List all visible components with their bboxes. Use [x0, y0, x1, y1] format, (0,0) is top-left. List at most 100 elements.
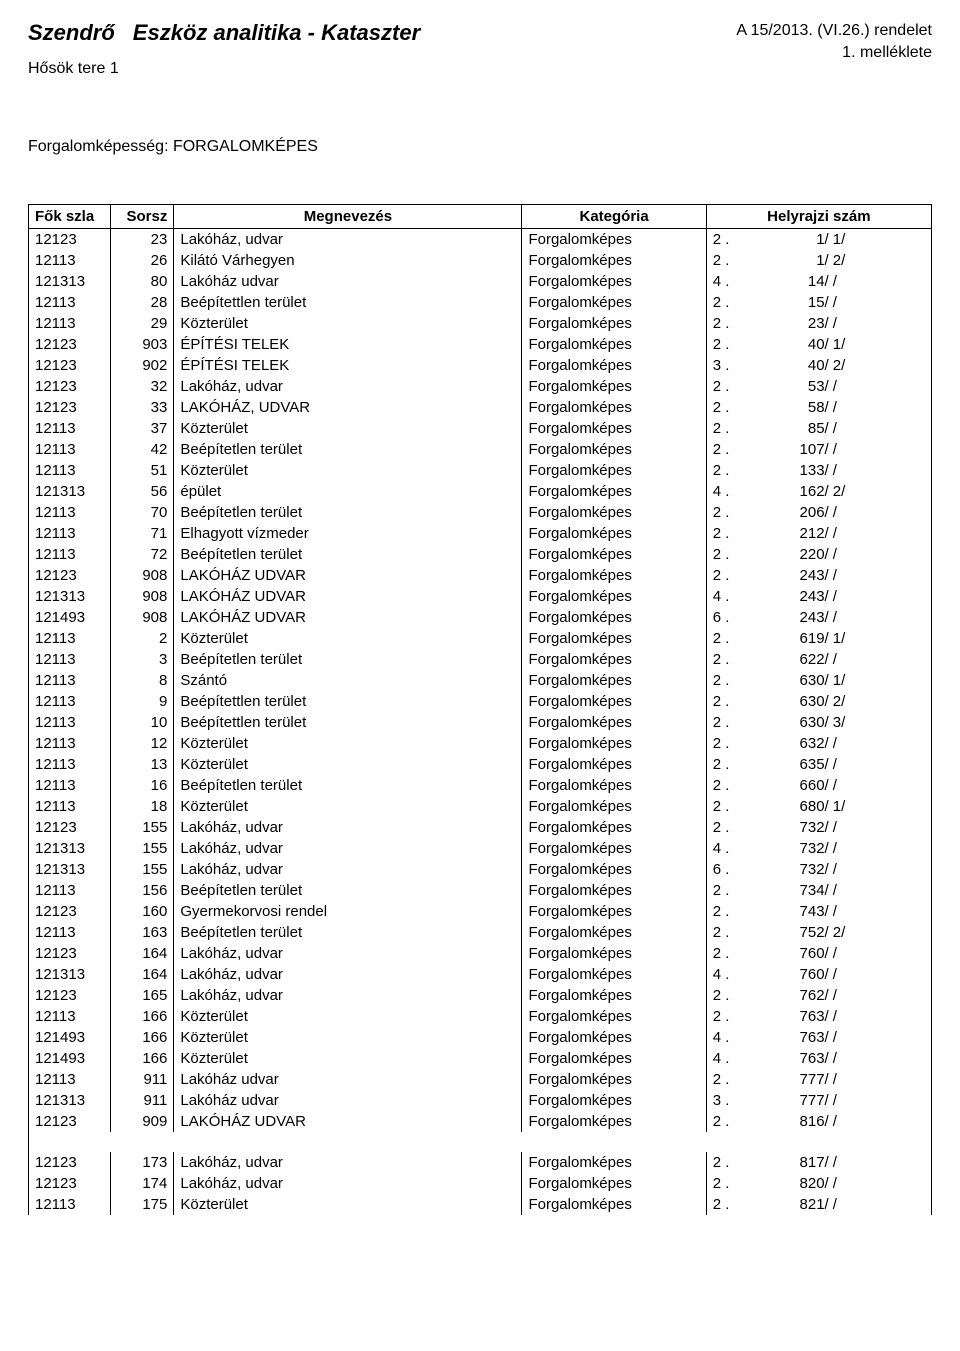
table-row: 12113163Beépítetlen területForgalomképes… [29, 922, 932, 943]
cell-helyrajzi: 6 .732// [706, 859, 931, 880]
hrsz-part-1: 2 . [713, 441, 741, 458]
cell-fokszla: 12123 [29, 355, 111, 376]
cell-helyrajzi: 2 .660// [706, 775, 931, 796]
hrsz-part-2: 243/ [741, 588, 831, 605]
cell-helyrajzi: 4 .763// [706, 1048, 931, 1069]
cell-fokszla: 12113 [29, 922, 111, 943]
cell-fokszla: 12123 [29, 1152, 111, 1173]
hrsz-part-2: 635/ [741, 756, 831, 773]
hrsz-part-2: 243/ [741, 567, 831, 584]
hrsz-part-1: 2 . [713, 399, 741, 416]
hrsz-part-3: / [831, 1154, 871, 1171]
hrsz-part-1: 2 . [713, 693, 741, 710]
hrsz-part-3: 3/ [831, 714, 871, 731]
cell-helyrajzi: 3 .777// [706, 1090, 931, 1111]
cell-sorsz: 173 [110, 1152, 173, 1173]
cell-helyrajzi: 2 .632// [706, 733, 931, 754]
cell-helyrajzi: 2 .817// [706, 1152, 931, 1173]
hrsz-part-3: / [831, 840, 871, 857]
table-row: 12123908LAKÓHÁZ UDVARForgalomképes2 .243… [29, 565, 932, 586]
cell-megnevezes: Lakóház, udvar [174, 838, 522, 859]
cell-fokszla: 12123 [29, 1173, 111, 1194]
table-row: 121138SzántóForgalomképes2 .630/1/ [29, 670, 932, 691]
hrsz-part-2: 816/ [741, 1113, 831, 1130]
cell-kategoria: Forgalomképes [522, 271, 706, 292]
hrsz-part-2: 817/ [741, 1154, 831, 1171]
hrsz-part-2: 212/ [741, 525, 831, 542]
cell-helyrajzi: 2 .816// [706, 1111, 931, 1132]
table-row: 12113911Lakóház udvarForgalomképes2 .777… [29, 1069, 932, 1090]
cell-fokszla: 12113 [29, 1194, 111, 1215]
cell-sorsz: 2 [110, 628, 173, 649]
hrsz-part-1: 2 . [713, 630, 741, 647]
cell-fokszla: 12123 [29, 397, 111, 418]
cell-megnevezes: Közterület [174, 733, 522, 754]
hrsz-part-1: 2 . [713, 294, 741, 311]
cell-kategoria: Forgalomképes [522, 502, 706, 523]
hrsz-part-1: 2 . [713, 924, 741, 941]
cell-sorsz: 911 [110, 1090, 173, 1111]
cell-kategoria: Forgalomképes [522, 1194, 706, 1215]
hrsz-part-2: 732/ [741, 861, 831, 878]
cell-kategoria: Forgalomképes [522, 775, 706, 796]
cell-megnevezes: Beépítetlen terület [174, 544, 522, 565]
hrsz-part-2: 632/ [741, 735, 831, 752]
col-header-helyrajzi: Helyrajzi szám [706, 205, 931, 229]
hrsz-part-1: 2 . [713, 987, 741, 1004]
cell-sorsz: 26 [110, 250, 173, 271]
hrsz-part-2: 760/ [741, 966, 831, 983]
hrsz-part-3: / [831, 735, 871, 752]
col-header-megnevezes: Megnevezés [174, 205, 522, 229]
cell-fokszla: 121313 [29, 1090, 111, 1111]
hrsz-part-3: 1/ [831, 672, 871, 689]
cell-sorsz: 160 [110, 901, 173, 922]
table-row: 1211351KözterületForgalomképes2 .133// [29, 460, 932, 481]
table-row: 121313155Lakóház, udvarForgalomképes6 .7… [29, 859, 932, 880]
hrsz-part-3: / [831, 1008, 871, 1025]
hrsz-part-3: / [831, 861, 871, 878]
col-header-kategoria: Kategória [522, 205, 706, 229]
cell-sorsz: 12 [110, 733, 173, 754]
hrsz-part-2: 1/ [741, 252, 831, 269]
hrsz-part-2: 133/ [741, 462, 831, 479]
cell-megnevezes: Lakóház udvar [174, 271, 522, 292]
cell-sorsz: 156 [110, 880, 173, 901]
hrsz-part-1: 2 . [713, 651, 741, 668]
cell-sorsz: 70 [110, 502, 173, 523]
table-row: 12113156Beépítetlen területForgalomképes… [29, 880, 932, 901]
table-row: 12123160Gyermekorvosi rendelForgalomképe… [29, 901, 932, 922]
hrsz-part-3: / [831, 294, 871, 311]
cell-sorsz: 13 [110, 754, 173, 775]
hrsz-part-1: 2 . [713, 567, 741, 584]
cell-fokszla: 12123 [29, 985, 111, 1006]
cell-megnevezes: épület [174, 481, 522, 502]
cell-fokszla: 121313 [29, 481, 111, 502]
cell-kategoria: Forgalomképes [522, 838, 706, 859]
cell-fokszla: 12113 [29, 250, 111, 271]
cell-kategoria: Forgalomképes [522, 964, 706, 985]
table-row: 121493908LAKÓHÁZ UDVARForgalomképes6 .24… [29, 607, 932, 628]
cell-fokszla: 12113 [29, 733, 111, 754]
hrsz-part-2: 107/ [741, 441, 831, 458]
cell-megnevezes: LAKÓHÁZ UDVAR [174, 565, 522, 586]
cell-fokszla: 12113 [29, 1069, 111, 1090]
hrsz-part-2: 630/ [741, 672, 831, 689]
hrsz-part-3: / [831, 903, 871, 920]
hrsz-part-3: / [831, 441, 871, 458]
hrsz-part-1: 2 . [713, 882, 741, 899]
table-header-row: Fők szla Sorsz Megnevezés Kategória Hely… [29, 205, 932, 229]
cell-helyrajzi: 2 .630/2/ [706, 691, 931, 712]
cell-megnevezes: Közterület [174, 1006, 522, 1027]
hrsz-part-1: 2 . [713, 1071, 741, 1088]
hrsz-part-3: / [831, 882, 871, 899]
hrsz-part-1: 2 . [713, 420, 741, 437]
cell-helyrajzi: 2 .622// [706, 649, 931, 670]
cell-fokszla: 12123 [29, 565, 111, 586]
cell-helyrajzi: 2 .40/1/ [706, 334, 931, 355]
hrsz-part-3: 2/ [831, 483, 871, 500]
cell-sorsz: 10 [110, 712, 173, 733]
cell-megnevezes: Közterület [174, 796, 522, 817]
cell-helyrajzi: 4 .760// [706, 964, 931, 985]
hrsz-part-1: 2 . [713, 756, 741, 773]
hrsz-part-3: / [831, 966, 871, 983]
